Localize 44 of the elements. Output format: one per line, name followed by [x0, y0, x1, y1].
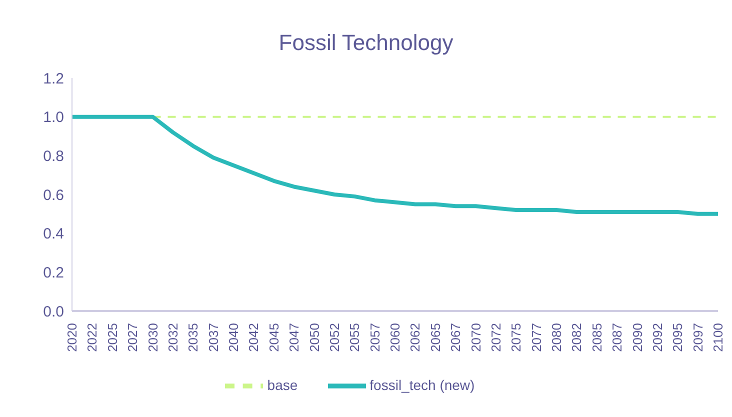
x-tick-label: 2072 — [488, 323, 504, 352]
x-tick-label: 2100 — [710, 323, 726, 352]
x-tick-label: 2052 — [326, 323, 342, 352]
x-tick-label: 2035 — [186, 323, 201, 352]
x-tick-label: 2027 — [125, 323, 140, 352]
x-tick-label: 2065 — [428, 323, 443, 352]
y-tick-label: 0.4 — [43, 226, 64, 243]
x-tick-label: 2060 — [388, 323, 402, 352]
legend-label: fossil_tech (new) — [370, 377, 475, 394]
x-tick-label: 2042 — [246, 323, 262, 352]
x-tick-label: 2022 — [84, 323, 100, 352]
x-tick-label: 2025 — [104, 323, 120, 352]
y-tick-label: 0.6 — [43, 186, 64, 204]
y-tick-label: 1.2 — [43, 70, 64, 88]
x-tick-label: 2090 — [630, 323, 645, 352]
x-tick-label: 2020 — [64, 323, 80, 352]
y-tick-label: 1.0 — [43, 109, 64, 126]
x-tick-label: 2075 — [508, 323, 524, 352]
x-tick-label: 2082 — [569, 323, 584, 352]
x-tick-label: 2047 — [286, 323, 302, 352]
x-tick-label: 2050 — [306, 323, 322, 352]
x-tick-label: 2087 — [610, 323, 625, 352]
x-tick-label: 2030 — [145, 323, 160, 352]
x-tick-label: 2057 — [367, 323, 382, 352]
x-tick-label: 2070 — [468, 323, 484, 352]
y-tick-label: 0.2 — [43, 264, 64, 282]
x-tick-label: 2077 — [528, 323, 544, 352]
x-tick-label: 2045 — [266, 323, 282, 352]
x-tick-label: 2067 — [448, 323, 464, 352]
x-tick-label: 2032 — [165, 323, 180, 352]
x-tick-label: 2092 — [650, 323, 665, 352]
x-tick-label: 2040 — [226, 323, 241, 352]
x-tick-label: 2097 — [690, 323, 706, 352]
x-tick-label: 2095 — [670, 323, 686, 352]
line-series — [70, 114, 720, 216]
x-tick-label: 2062 — [408, 323, 423, 352]
chart-title: Fossil Technology — [278, 30, 454, 56]
x-tick-label: 2085 — [589, 323, 604, 352]
x-tick-label: 2080 — [549, 323, 564, 352]
x-tick-label: 2055 — [347, 323, 362, 352]
legend-label: base — [267, 377, 298, 394]
x-tick-label: 2037 — [206, 323, 221, 352]
y-tick-label: 0.8 — [43, 148, 64, 165]
y-tick-label: 0.0 — [43, 303, 64, 320]
